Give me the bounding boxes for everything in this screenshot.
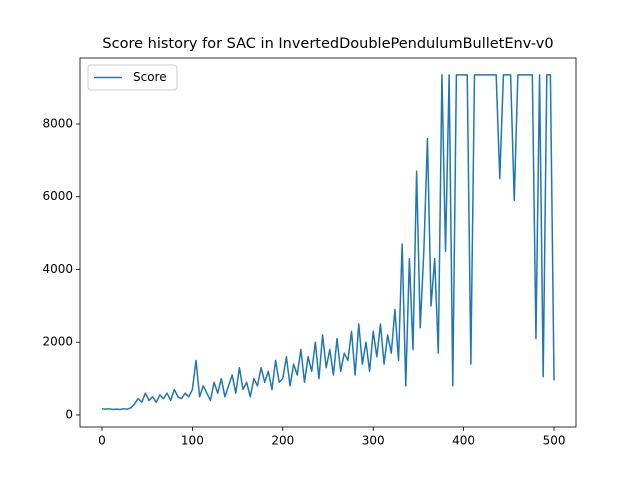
y-tick-label: 2000 [42,335,73,349]
x-tick-label: 200 [271,434,294,448]
x-tick-label: 100 [181,434,204,448]
x-tick-label: 0 [98,434,106,448]
x-tick-label: 500 [543,434,566,448]
score-line [101,74,555,411]
legend-box [87,64,178,91]
legend-label: Score [133,70,167,84]
y-tick-label: 4000 [42,262,73,276]
x-tick-label: 400 [452,434,475,448]
plot-area [101,74,555,411]
y-tick-label: 0 [65,407,73,421]
y-tick-label: 6000 [42,189,73,203]
y-tick-label: 8000 [42,116,73,130]
x-tick-label: 300 [362,434,385,448]
axes-frame [79,57,577,428]
chart-title: Score history for SAC in InvertedDoubleP… [102,36,553,52]
